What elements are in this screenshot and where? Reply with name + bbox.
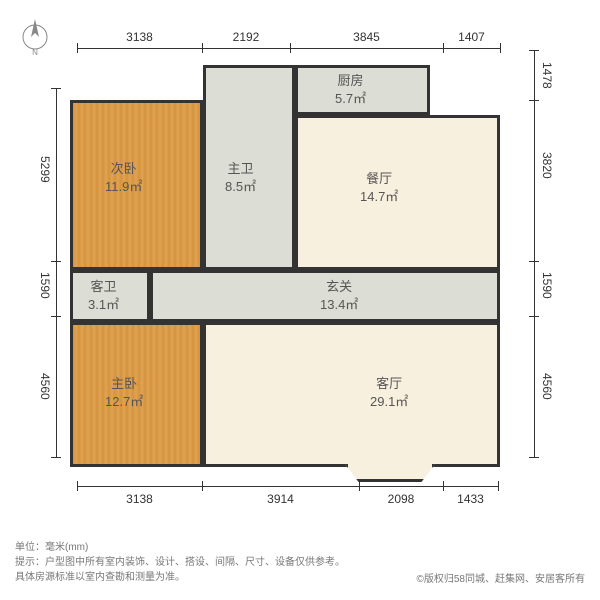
room-label-主卫: 主卫8.5㎡	[225, 160, 256, 196]
dim-left: 5299	[38, 88, 52, 251]
dim-left: 1590	[38, 261, 52, 310]
room-label-餐厅: 餐厅14.7㎡	[360, 170, 398, 206]
dim-right: 4560	[540, 316, 554, 457]
svg-text:N: N	[32, 48, 38, 55]
dim-right: 1590	[540, 261, 554, 310]
dim-right: 1478	[540, 50, 554, 100]
dim-top: 2192	[202, 30, 290, 44]
room-label-客卫: 客卫3.1㎡	[88, 278, 119, 314]
dim-top: 1407	[443, 30, 500, 44]
dim-top: 3845	[290, 30, 443, 44]
dim-top: 3138	[77, 30, 202, 44]
dim-line-top	[77, 48, 500, 49]
room-label-主卧: 主卧12.7㎡	[105, 375, 143, 411]
bay-window	[345, 464, 435, 482]
dim-line-right	[534, 50, 535, 457]
dim-right: 3820	[540, 100, 554, 230]
room-label-客厅: 客厅29.1㎡	[370, 375, 408, 411]
dim-left: 4560	[38, 316, 52, 457]
floorplan-canvas: N 3138219238451407 3138391420981433 5299…	[0, 0, 600, 600]
room-label-厨房: 厨房5.7㎡	[335, 72, 366, 108]
tip-label: 提示：户型图中所有室内装饰、设计、搭设、间隔、尺寸、设备仅供参考。	[15, 555, 345, 570]
room-客厅	[203, 322, 500, 467]
footer-notes: 单位：毫米(mm) 提示：户型图中所有室内装饰、设计、搭设、间隔、尺寸、设备仅供…	[15, 540, 345, 585]
floor-plan: 次卧11.9㎡ 主卫8.5㎡ 厨房5.7㎡餐厅14.7㎡客卫3.1㎡ 玄关13.4㎡主…	[70, 60, 520, 500]
compass: N	[15, 15, 55, 55]
room-label-玄关: 玄关13.4㎡	[320, 278, 358, 314]
note-label: 具体房源标准以室内查勘和测量为准。	[15, 570, 345, 585]
room-label-次卧: 次卧11.9㎡	[105, 160, 142, 196]
copyright: ©版权归58同城、赶集网、安居客所有	[417, 570, 586, 585]
dim-line-left	[56, 88, 57, 457]
unit-label: 单位：毫米(mm)	[15, 540, 345, 555]
